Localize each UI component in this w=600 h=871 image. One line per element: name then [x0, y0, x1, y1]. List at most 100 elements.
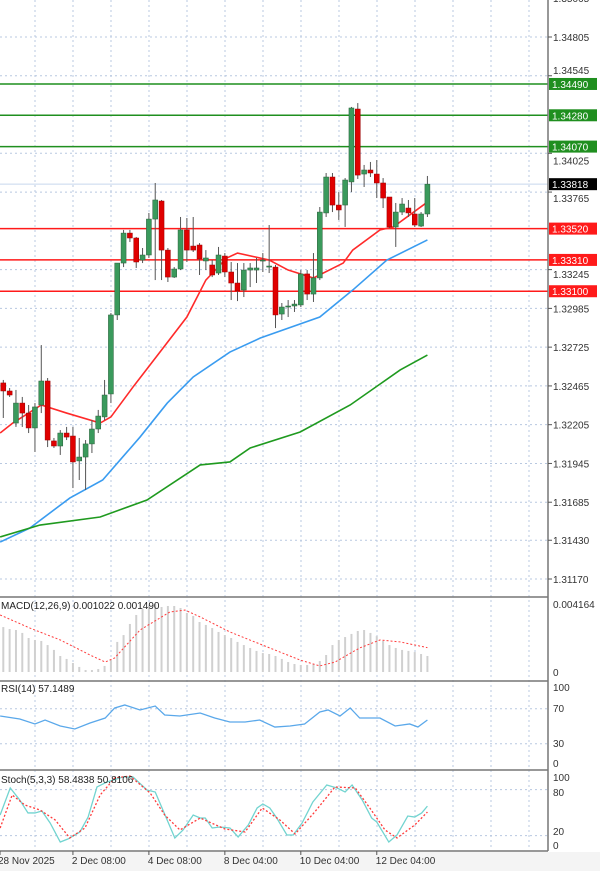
bullish-candle [177, 229, 184, 270]
price-tick-label: 1.32465 [553, 382, 590, 393]
price-tick-label: 1.34545 [553, 66, 590, 77]
bearish-candle [336, 204, 342, 211]
time-label: 12 Dec 04:00 [376, 856, 436, 867]
price-level-label: 1.34280 [552, 111, 589, 122]
time-axis[interactable]: 28 Nov 2025 2 Dec 08:00 4 Dec 08:00 8 Dec 0… [0, 851, 436, 867]
bearish-candle [412, 213, 418, 226]
bearish-candle [380, 182, 386, 199]
stochastic-axis-label: 100 [553, 773, 570, 784]
bearish-candle [127, 232, 133, 239]
bullish-candle [241, 269, 247, 291]
price-level-label: 1.33100 [552, 287, 589, 298]
bullish-candle [152, 199, 158, 220]
bearish-candle [374, 173, 380, 184]
bearish-candle [329, 176, 336, 206]
rsi-axis-label: 70 [553, 704, 565, 715]
bullish-candle [317, 211, 323, 279]
price-tick-label: 1.35065 [553, 0, 590, 5]
price-tick-label: 1.32725 [553, 343, 590, 354]
bullish-candle [361, 169, 367, 175]
macd-signal-line [0, 609, 428, 667]
price-levels [0, 83, 548, 292]
bullish-candle [171, 268, 177, 278]
bearish-candle [386, 196, 393, 228]
time-label: 10 Dec 04:00 [300, 856, 360, 867]
bullish-candle [298, 273, 304, 306]
bearish-candle [25, 412, 32, 429]
bearish-candle [405, 207, 412, 214]
bearish-candle [367, 169, 374, 174]
current-price-label: 1.33818 [552, 180, 589, 191]
bullish-candle [146, 218, 152, 256]
price-tick-label: 1.31685 [553, 498, 590, 509]
price-level-badge [549, 109, 597, 122]
macd-title: MACD(12,26,9) 0.001022 0.001490 [1, 601, 160, 612]
time-label: 2 Dec 08:00 [72, 856, 126, 867]
moving-averages [0, 201, 428, 543]
bearish-candle [222, 255, 228, 273]
price-tick-label: 1.34025 [553, 157, 590, 168]
time-label: 28 Nov 2025 [0, 856, 55, 867]
bullish-candle [424, 183, 431, 215]
price-tick-label: 1.32205 [553, 421, 590, 432]
bearish-candle [228, 271, 234, 284]
bullish-candle [108, 314, 114, 395]
bearish-candle [184, 229, 190, 251]
rsi-panel [0, 704, 548, 745]
price-level-label: 1.33520 [552, 225, 589, 236]
bullish-candle [114, 262, 120, 316]
price-level-badge [549, 222, 597, 235]
price-tick-label: 1.31430 [553, 536, 590, 547]
macd-axis-label: 0.004164 [553, 600, 595, 611]
price-level-badge [549, 140, 597, 153]
bearish-candle [355, 108, 361, 176]
bullish-candle [95, 415, 101, 430]
bearish-candle [234, 282, 241, 292]
bullish-candle [247, 267, 253, 271]
bearish-candle [70, 435, 76, 463]
time-label: 8 Dec 04:00 [224, 856, 278, 867]
bullish-candle [215, 254, 222, 274]
price-tick-label: 1.31170 [553, 575, 589, 586]
moving-average-line [0, 239, 428, 543]
bearish-candle [6, 390, 13, 396]
moving-average-line [0, 354, 428, 538]
bullish-candle [418, 213, 424, 227]
rsi-title: RSI(14) 57.1489 [1, 684, 75, 695]
macd-axis-label: 0 [553, 668, 559, 679]
rsi-axis-label: 100 [553, 683, 570, 694]
price-tick-label: 1.32985 [553, 304, 590, 315]
bullish-candle [139, 254, 146, 261]
bearish-candle [133, 237, 139, 263]
bearish-candle [51, 440, 57, 447]
price-tick-label: 1.33245 [553, 270, 590, 281]
bullish-candle [82, 443, 89, 458]
bullish-candle [13, 402, 19, 424]
bullish-candle [38, 380, 45, 406]
rsi-axis-label: 30 [553, 739, 565, 750]
stochastic-signal-line [0, 775, 428, 839]
macd-panel [0, 604, 429, 672]
bearish-candle [190, 245, 196, 251]
time-axis-background [0, 852, 600, 871]
bullish-candle [291, 303, 298, 307]
price-level-label: 1.33310 [552, 256, 589, 267]
price-level-label: 1.34490 [552, 80, 589, 91]
price-level-badge [549, 285, 597, 298]
bearish-candle [209, 264, 215, 276]
bullish-candle [279, 306, 285, 315]
moving-average-line [0, 201, 428, 434]
bearish-candle [19, 402, 26, 414]
stochastic-title: Stoch(5,3,3) 58.4838 50.8106 [1, 775, 134, 786]
bullish-candle [203, 257, 209, 262]
stochastic-main-line [0, 776, 428, 844]
price-axis[interactable]: 1.35065 1.34805 1.34545 1.34025 1.33765 1.332… [548, 0, 597, 852]
price-level-badge [549, 253, 597, 266]
bullish-candle [323, 176, 329, 214]
bullish-candle [120, 232, 127, 264]
bullish-candle [399, 203, 405, 213]
bearish-candle [63, 432, 70, 438]
bullish-candle [310, 277, 317, 295]
